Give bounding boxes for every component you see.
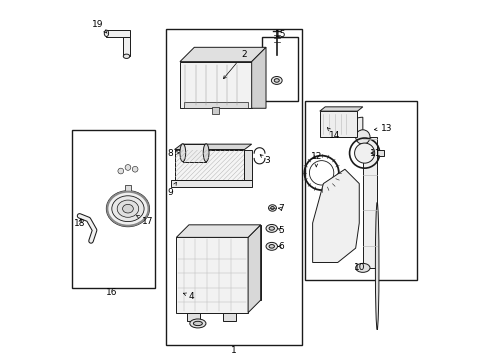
Ellipse shape xyxy=(203,144,208,162)
Polygon shape xyxy=(312,169,359,262)
Ellipse shape xyxy=(123,54,129,58)
Polygon shape xyxy=(187,313,199,320)
Polygon shape xyxy=(343,117,362,137)
Text: 14: 14 xyxy=(327,128,340,140)
Text: 10: 10 xyxy=(353,264,364,273)
Ellipse shape xyxy=(106,191,149,226)
Ellipse shape xyxy=(104,30,108,37)
Polygon shape xyxy=(174,144,251,149)
Text: 19: 19 xyxy=(92,19,107,33)
Bar xyxy=(305,101,416,280)
Bar xyxy=(376,150,383,156)
Ellipse shape xyxy=(270,207,274,210)
Ellipse shape xyxy=(117,200,139,217)
Text: 1: 1 xyxy=(230,346,236,355)
Text: 17: 17 xyxy=(136,216,154,226)
Bar xyxy=(72,130,155,288)
Text: 5: 5 xyxy=(278,226,284,235)
Ellipse shape xyxy=(355,130,369,144)
Polygon shape xyxy=(176,237,247,313)
Polygon shape xyxy=(176,225,260,237)
Ellipse shape xyxy=(265,242,277,250)
Polygon shape xyxy=(339,117,343,131)
Polygon shape xyxy=(251,47,265,108)
Polygon shape xyxy=(223,313,235,320)
Circle shape xyxy=(354,143,374,163)
Ellipse shape xyxy=(265,225,277,232)
Text: 15: 15 xyxy=(274,30,285,39)
Ellipse shape xyxy=(375,202,378,330)
Polygon shape xyxy=(171,180,251,187)
Polygon shape xyxy=(180,62,251,108)
Bar xyxy=(165,30,301,345)
Ellipse shape xyxy=(271,77,282,84)
Text: 4: 4 xyxy=(183,292,194,301)
Ellipse shape xyxy=(268,226,274,230)
Text: 16: 16 xyxy=(106,288,117,297)
Text: 13: 13 xyxy=(374,123,391,132)
Polygon shape xyxy=(180,47,265,62)
Text: 3: 3 xyxy=(260,155,269,165)
Polygon shape xyxy=(244,149,251,180)
Polygon shape xyxy=(183,144,206,162)
Text: 11: 11 xyxy=(369,149,381,158)
Ellipse shape xyxy=(112,196,144,222)
Text: 8: 8 xyxy=(167,149,179,158)
Bar xyxy=(174,149,244,180)
Circle shape xyxy=(118,168,123,174)
Polygon shape xyxy=(123,37,129,56)
Bar xyxy=(125,185,131,192)
Text: 9: 9 xyxy=(167,182,176,197)
Polygon shape xyxy=(106,30,129,37)
Polygon shape xyxy=(188,225,260,300)
Bar xyxy=(262,37,298,101)
Ellipse shape xyxy=(193,321,202,325)
Ellipse shape xyxy=(180,144,185,162)
Bar xyxy=(174,149,244,180)
Bar xyxy=(212,107,218,114)
Polygon shape xyxy=(319,107,362,111)
Text: 6: 6 xyxy=(278,242,284,251)
Bar xyxy=(183,102,247,108)
Bar xyxy=(319,111,357,137)
Ellipse shape xyxy=(268,244,274,248)
Text: 2: 2 xyxy=(223,50,246,78)
Polygon shape xyxy=(247,225,260,313)
Polygon shape xyxy=(362,137,376,268)
Circle shape xyxy=(132,166,138,172)
Text: 18: 18 xyxy=(74,219,85,228)
Ellipse shape xyxy=(122,204,133,213)
Ellipse shape xyxy=(268,205,276,211)
Circle shape xyxy=(125,165,131,170)
Bar xyxy=(174,149,244,180)
Text: 12: 12 xyxy=(310,152,322,167)
Ellipse shape xyxy=(189,319,205,328)
Text: 7: 7 xyxy=(278,204,284,213)
Ellipse shape xyxy=(355,264,369,273)
Ellipse shape xyxy=(274,78,279,82)
